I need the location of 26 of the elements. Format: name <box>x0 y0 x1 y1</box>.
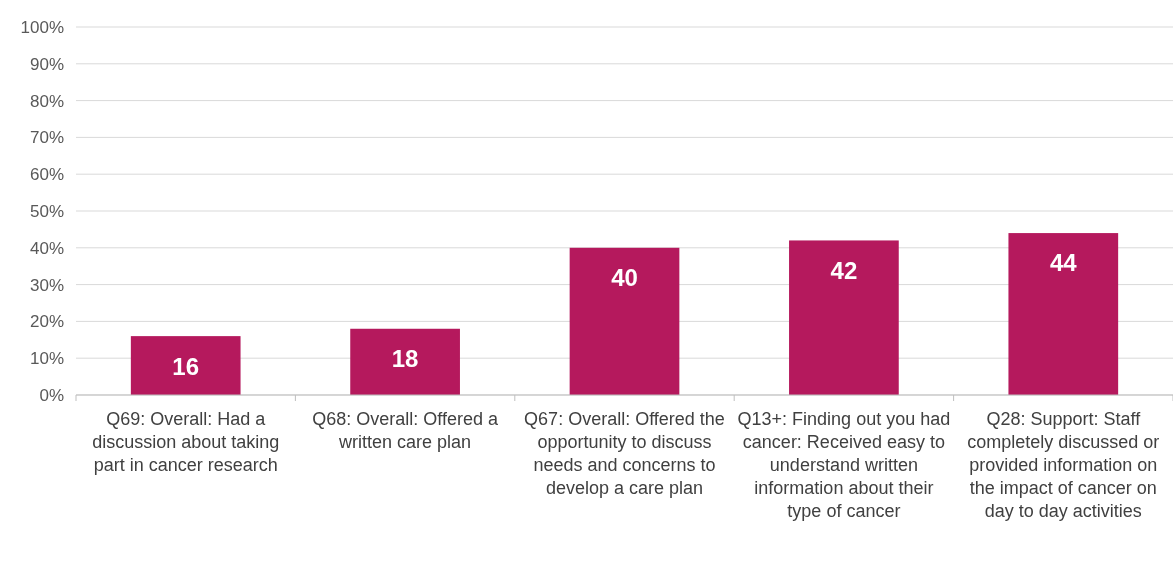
x-tick-label: Q68: Overall: Offered a written care plan <box>312 409 499 452</box>
bar <box>130 336 241 395</box>
bar <box>789 240 899 395</box>
y-tick-label: 10% <box>29 349 64 369</box>
data-label: 16 <box>172 352 200 380</box>
x-tick-label: Q67: Overall: Offered the opportunity to discuss needs and concerns to develop a care plan <box>524 409 725 498</box>
y-tick-label: 90% <box>29 54 64 74</box>
y-tick-label: 100% <box>20 17 64 37</box>
y-tick-label: 40% <box>29 238 64 258</box>
y-tick-label: 0% <box>39 385 64 405</box>
y-tick-label: 50% <box>29 201 64 221</box>
x-tick-label: Q13+: Finding out you had cancer: Received easy to understand written information about their type of cancer <box>737 409 951 521</box>
data-label: 18 <box>391 345 419 373</box>
y-tick-label: 30% <box>29 275 64 295</box>
x-tick-label: Q28: Support: Staff completely discussed or provided information on the impact of cancer on day to day activities <box>967 409 1160 521</box>
bar <box>1008 233 1119 395</box>
data-label: 44 <box>1049 249 1078 277</box>
y-tick-label: 80% <box>29 91 64 111</box>
bar <box>569 247 680 395</box>
y-tick-label: 20% <box>29 312 64 332</box>
y-tick-label: 70% <box>29 128 64 148</box>
data-label: 40 <box>611 264 638 292</box>
y-tick-label: 60% <box>29 165 64 185</box>
data-label: 42 <box>830 256 858 284</box>
bar <box>350 328 460 395</box>
x-tick-label: Q69: Overall: Had a discussion about taking part in cancer research <box>92 409 280 475</box>
